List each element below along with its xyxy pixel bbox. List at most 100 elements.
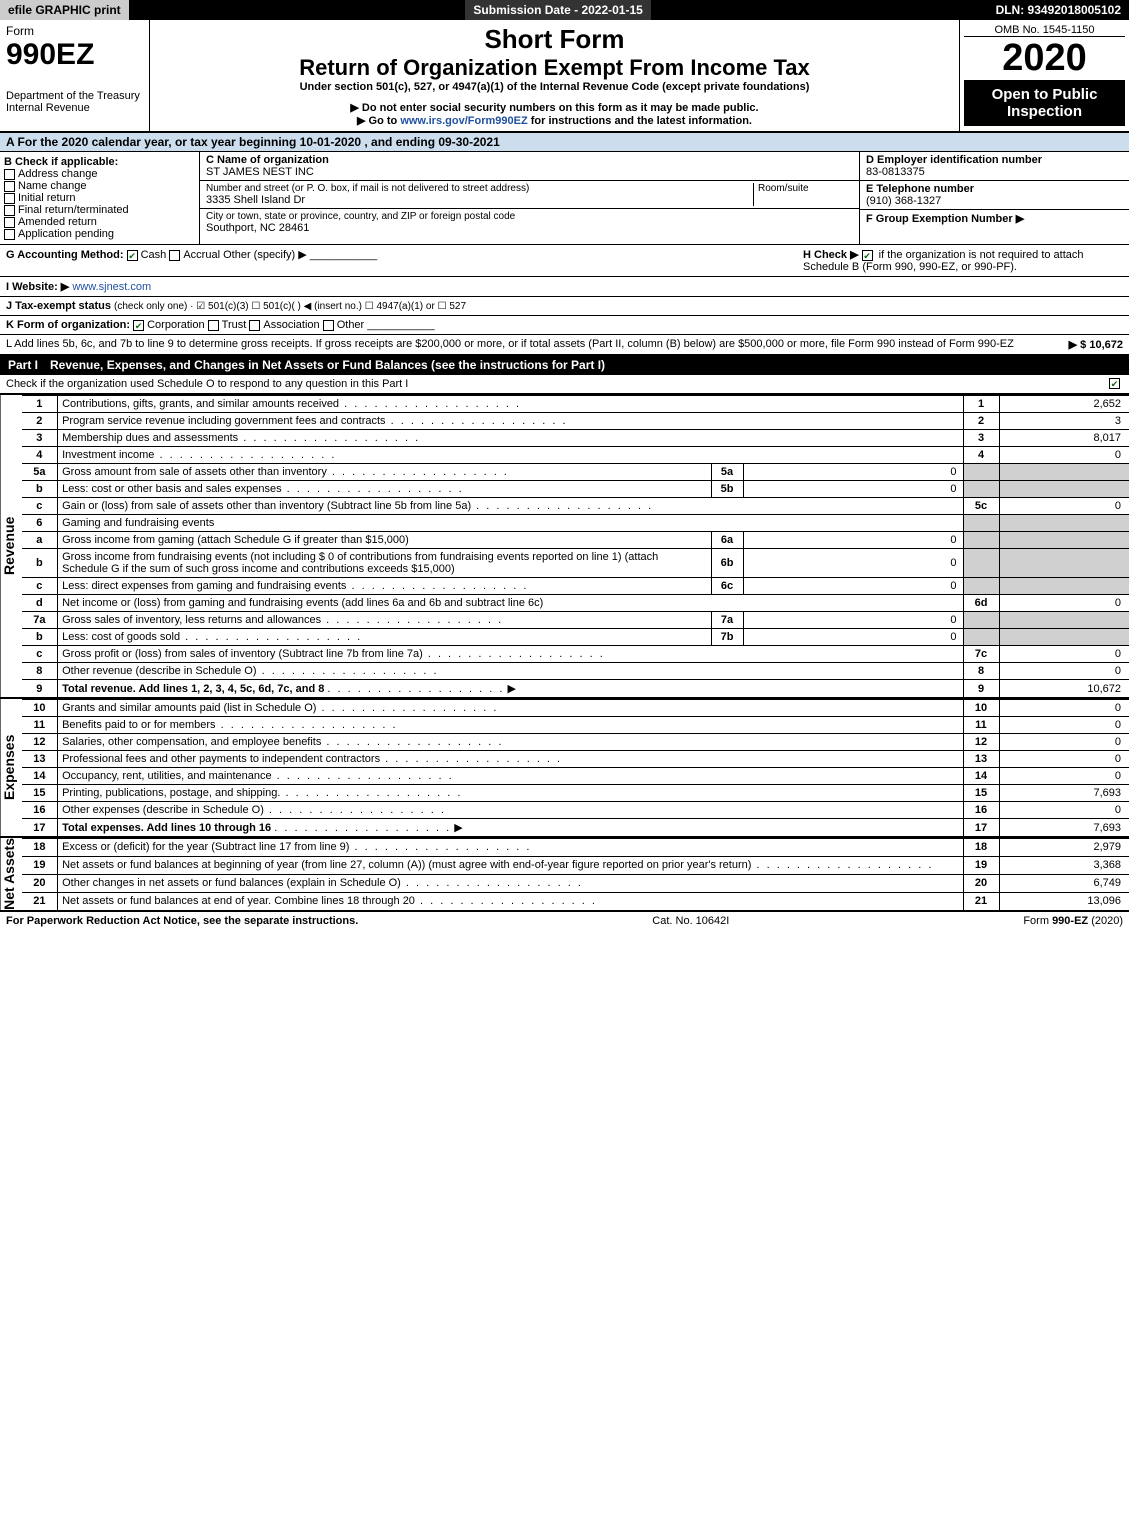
netassets-table: 18Excess or (deficit) for the year (Subt…: [22, 838, 1129, 910]
efile-label: efile GRAPHIC print: [0, 0, 129, 20]
line-7b: bLess: cost of goods sold7b0: [22, 629, 1129, 646]
info-grid: B Check if applicable: Address change Na…: [0, 152, 1129, 245]
revenue-label: Revenue: [0, 395, 22, 697]
chk-schedule-o[interactable]: [1109, 378, 1120, 389]
h-label: H Check ▶: [803, 249, 859, 261]
part1-title: Revenue, Expenses, and Changes in Net As…: [50, 358, 605, 372]
line-7a: 7aGross sales of inventory, less returns…: [22, 612, 1129, 629]
dln-label: DLN: 93492018005102: [988, 0, 1129, 20]
netassets-label: Net Assets: [0, 838, 22, 910]
chk-cash[interactable]: [127, 250, 138, 261]
line-5c: cGain or (loss) from sale of assets othe…: [22, 498, 1129, 515]
chk-name[interactable]: Name change: [4, 180, 195, 192]
expenses-table: 10Grants and similar amounts paid (list …: [22, 699, 1129, 836]
part1-header: Part I Revenue, Expenses, and Changes in…: [0, 355, 1129, 375]
line-3: 3Membership dues and assessments38,017: [22, 430, 1129, 447]
line-21: 21Net assets or fund balances at end of …: [22, 892, 1129, 909]
line-20: 20Other changes in net assets or fund ba…: [22, 874, 1129, 892]
chk-initial[interactable]: Initial return: [4, 192, 195, 204]
l-amount: ▶ $ 10,672: [1069, 338, 1123, 351]
chk-amended[interactable]: Amended return: [4, 216, 195, 228]
footer-left: For Paperwork Reduction Act Notice, see …: [6, 915, 358, 927]
row-j: J Tax-exempt status (check only one) · ☑…: [0, 297, 1129, 316]
org-street: 3335 Shell Island Dr: [206, 194, 753, 206]
chk-assoc[interactable]: [249, 320, 260, 331]
title-return: Return of Organization Exempt From Incom…: [154, 55, 955, 81]
page-footer: For Paperwork Reduction Act Notice, see …: [0, 910, 1129, 930]
line-8: 8Other revenue (describe in Schedule O)8…: [22, 663, 1129, 680]
section-a-period: A For the 2020 calendar year, or tax yea…: [0, 133, 1129, 152]
d-label: D Employer identification number: [866, 154, 1042, 166]
part1-subtitle: Check if the organization used Schedule …: [6, 378, 1109, 390]
form-header: Form 990EZ Department of the Treasury In…: [0, 20, 1129, 133]
omb-number: OMB No. 1545-1150: [964, 24, 1125, 37]
title-short-form: Short Form: [154, 24, 955, 55]
j-label: J Tax-exempt status: [6, 300, 111, 312]
ssn-warning: ▶ Do not enter social security numbers o…: [154, 101, 955, 114]
form-number: 990EZ: [6, 38, 143, 72]
line-17: 17Total expenses. Add lines 10 through 1…: [22, 819, 1129, 837]
expenses-label: Expenses: [0, 699, 22, 836]
row-i: I Website: ▶ www.sjnest.com: [0, 277, 1129, 297]
section-b: B Check if applicable: Address change Na…: [0, 152, 200, 244]
chk-corp[interactable]: [133, 320, 144, 331]
line-5a: 5aGross amount from sale of assets other…: [22, 464, 1129, 481]
revenue-table: 1Contributions, gifts, grants, and simil…: [22, 395, 1129, 697]
chk-other[interactable]: [323, 320, 334, 331]
internal-revenue: Internal Revenue: [6, 102, 143, 114]
row-l: L Add lines 5b, 6c, and 7b to line 9 to …: [0, 335, 1129, 355]
i-label: I Website: ▶: [6, 281, 69, 293]
line-2: 2Program service revenue including gover…: [22, 413, 1129, 430]
top-bar: efile GRAPHIC print Submission Date - 20…: [0, 0, 1129, 20]
line-18: 18Excess or (deficit) for the year (Subt…: [22, 839, 1129, 857]
submission-date: Submission Date - 2022-01-15: [465, 0, 650, 20]
part1-num: Part I: [8, 358, 38, 372]
line-1: 1Contributions, gifts, grants, and simil…: [22, 396, 1129, 413]
line-14: 14Occupancy, rent, utilities, and mainte…: [22, 768, 1129, 785]
subtitle: Under section 501(c), 527, or 4947(a)(1)…: [154, 81, 955, 93]
line-9: 9Total revenue. Add lines 1, 2, 3, 4, 5c…: [22, 680, 1129, 698]
org-name: ST JAMES NEST INC: [206, 166, 853, 178]
line-6a: aGross income from gaming (attach Schedu…: [22, 532, 1129, 549]
form-word: Form: [6, 24, 143, 38]
line-6: 6Gaming and fundraising events: [22, 515, 1129, 532]
line-4: 4Investment income40: [22, 447, 1129, 464]
chk-address[interactable]: Address change: [4, 168, 195, 180]
tax-year: 2020: [964, 37, 1125, 80]
line-6c: cLess: direct expenses from gaming and f…: [22, 578, 1129, 595]
line-11: 11Benefits paid to or for members110: [22, 717, 1129, 734]
line-19: 19Net assets or fund balances at beginni…: [22, 856, 1129, 874]
website-link[interactable]: www.sjnest.com: [72, 281, 151, 293]
line-6b: bGross income from fundraising events (n…: [22, 549, 1129, 578]
phone-value: (910) 368-1327: [866, 195, 941, 207]
org-city: Southport, NC 28461: [206, 222, 853, 234]
dept-treasury: Department of the Treasury: [6, 90, 143, 102]
l-text: L Add lines 5b, 6c, and 7b to line 9 to …: [6, 338, 1069, 351]
room-label: Room/suite: [758, 183, 853, 194]
line-13: 13Professional fees and other payments t…: [22, 751, 1129, 768]
line-10: 10Grants and similar amounts paid (list …: [22, 700, 1129, 717]
line-5b: bLess: cost or other basis and sales exp…: [22, 481, 1129, 498]
footer-right: Form 990-EZ (2020): [1023, 915, 1123, 927]
c-city-label: City or town, state or province, country…: [206, 211, 853, 222]
ein-value: 83-0813375: [866, 166, 925, 178]
c-name-label: C Name of organization: [206, 154, 847, 166]
row-gh: G Accounting Method: Cash Accrual Other …: [0, 245, 1129, 277]
chk-final[interactable]: Final return/terminated: [4, 204, 195, 216]
c-addr-label: Number and street (or P. O. box, if mail…: [206, 183, 753, 194]
chk-trust[interactable]: [208, 320, 219, 331]
chk-accrual[interactable]: [169, 250, 180, 261]
k-label: K Form of organization:: [6, 319, 130, 331]
line-12: 12Salaries, other compensation, and empl…: [22, 734, 1129, 751]
b-label: B Check if applicable:: [4, 156, 195, 168]
irs-link[interactable]: www.irs.gov/Form990EZ: [400, 115, 527, 127]
chk-pending[interactable]: Application pending: [4, 228, 195, 240]
goto-line: ▶ Go to www.irs.gov/Form990EZ for instru…: [154, 114, 955, 127]
chk-h[interactable]: [862, 250, 873, 261]
line-6d: dNet income or (loss) from gaming and fu…: [22, 595, 1129, 612]
open-to-public: Open to Public Inspection: [964, 80, 1125, 126]
g-label: G Accounting Method:: [6, 249, 124, 261]
line-15: 15Printing, publications, postage, and s…: [22, 785, 1129, 802]
part1-subtitle-row: Check if the organization used Schedule …: [0, 375, 1129, 394]
f-label: F Group Exemption Number ▶: [866, 213, 1024, 225]
